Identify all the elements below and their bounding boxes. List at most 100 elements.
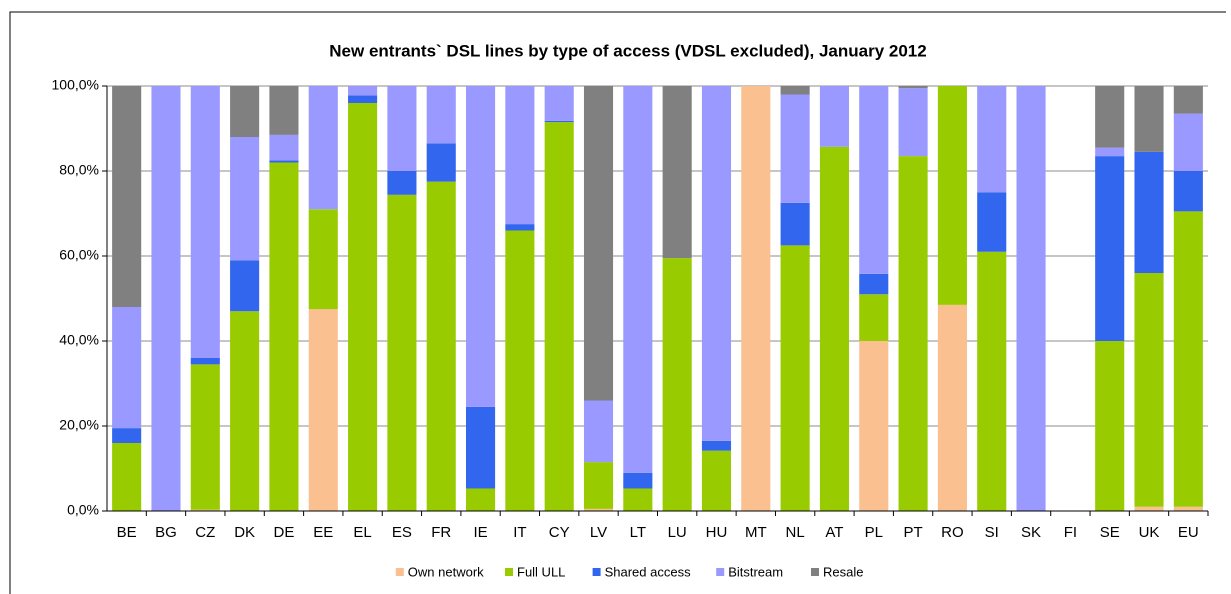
y-tick-label: 60,0%	[59, 247, 99, 263]
bar-segment	[466, 406, 496, 489]
bar-segment	[308, 309, 338, 511]
x-tick-label: EL	[353, 524, 371, 541]
bar-segment	[623, 488, 653, 511]
bar-segment	[977, 251, 1007, 511]
legend-label: Bitstream	[728, 564, 783, 579]
bar-segment	[859, 341, 889, 511]
bar-segment	[701, 86, 732, 441]
legend-label: Resale	[823, 564, 863, 579]
x-tick-label: EE	[313, 524, 333, 541]
x-tick-label: PL	[865, 524, 883, 541]
bar-segment	[505, 86, 535, 225]
bar-segment	[112, 443, 142, 511]
x-tick-label: LV	[590, 524, 607, 541]
bar-segment	[1095, 156, 1125, 341]
bar-segment	[780, 94, 810, 203]
bar-segment	[977, 192, 1007, 252]
x-tick-label: SK	[1021, 524, 1041, 541]
bar-segment	[701, 450, 732, 511]
bar-segment	[662, 86, 692, 259]
legend-label: Full ULL	[517, 564, 565, 579]
legend-swatch	[592, 568, 601, 576]
bar-segment	[623, 472, 653, 489]
x-tick-label: SE	[1100, 524, 1120, 541]
x-tick-label: IT	[513, 524, 526, 541]
bar-segment	[1173, 86, 1203, 114]
bar-segment	[1134, 506, 1164, 511]
bar-segment	[230, 137, 260, 261]
bar-segment	[505, 230, 535, 511]
legend-swatch	[505, 568, 513, 576]
legend-label: Own network	[408, 564, 484, 579]
bar-segment	[230, 260, 260, 312]
bar-segment	[544, 120, 574, 123]
x-tick-label: RO	[941, 524, 964, 541]
x-tick-label: CZ	[195, 524, 215, 541]
bar-segment	[112, 86, 142, 307]
x-tick-label: BG	[155, 524, 177, 541]
bar-segment	[308, 209, 338, 310]
bar-segment	[230, 86, 260, 137]
bar-segment	[387, 171, 417, 195]
bar-segment	[1173, 113, 1203, 171]
bar-segment	[898, 86, 928, 89]
x-tick-label: DK	[234, 524, 255, 541]
bar-segment	[505, 224, 535, 231]
bar-segment	[190, 86, 220, 358]
bar-segment	[269, 134, 299, 161]
bar-segment	[190, 364, 220, 510]
bar-segment	[859, 273, 889, 295]
bar-segment	[426, 181, 456, 511]
bar-segment	[387, 194, 417, 512]
bar-segment	[1134, 86, 1164, 152]
legend-label: Shared access	[605, 564, 691, 579]
x-tick-label: LU	[668, 524, 687, 541]
frame	[9, 11, 1226, 594]
x-tick-label: EU	[1178, 524, 1199, 541]
bar-segment	[1134, 151, 1164, 273]
bar-segment	[190, 358, 220, 365]
y-tick-label: 0,0%	[67, 502, 99, 518]
bar-segment	[898, 156, 928, 511]
bar-segment	[780, 86, 810, 95]
bar-segment	[623, 86, 653, 473]
bar-segment	[308, 86, 338, 210]
bar-segment	[741, 86, 771, 511]
x-tick-label: LT	[630, 524, 646, 541]
x-tick-label: FI	[1064, 524, 1077, 541]
bar-segment	[819, 86, 849, 147]
bar-segment	[937, 304, 967, 511]
bar-segment	[583, 400, 614, 463]
bar-segment	[1095, 147, 1125, 157]
bar-segment	[348, 86, 378, 96]
bar-segment	[466, 488, 496, 511]
x-tick-label: DE	[274, 524, 295, 541]
chart-title: New entrants` DSL lines by type of acces…	[329, 41, 926, 60]
x-tick-label: UK	[1139, 524, 1160, 541]
bar-segment	[151, 86, 181, 511]
bar-segment	[230, 311, 260, 511]
bar-segment	[1095, 86, 1125, 148]
bar-segment	[780, 202, 810, 246]
bar-segment	[466, 86, 496, 407]
bar-segment	[701, 440, 732, 451]
bar-segment	[426, 143, 456, 182]
bar-segment	[1173, 171, 1203, 212]
bar-segment	[1173, 506, 1203, 511]
bar-segment	[1016, 86, 1046, 511]
bar-segment	[190, 509, 220, 511]
bar-segment	[977, 86, 1007, 193]
x-tick-label: FR	[431, 524, 451, 541]
bar-segment	[1095, 341, 1125, 511]
bar-segment	[780, 245, 810, 511]
bar-segment	[544, 122, 574, 511]
bar-segment	[819, 146, 849, 511]
bar-segment	[859, 86, 889, 274]
legend-swatch	[811, 568, 819, 576]
bar-segment	[583, 508, 614, 511]
bar-segment	[387, 86, 417, 171]
y-tick-label: 100,0%	[52, 77, 99, 93]
legend-swatch	[716, 568, 725, 576]
bar-segment	[269, 160, 299, 163]
